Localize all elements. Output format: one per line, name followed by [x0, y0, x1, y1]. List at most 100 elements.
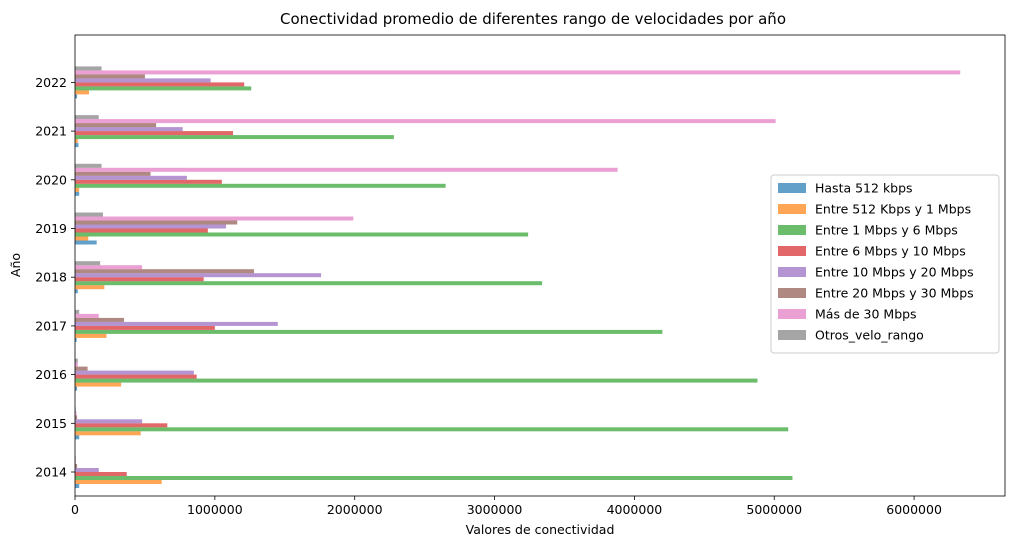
plot-frame [74, 34, 1006, 497]
bar-2021-series-0 [75, 143, 79, 148]
bar-2016-series-1 [75, 382, 122, 387]
bar-2020-series-2 [75, 183, 446, 188]
legend-swatch-5 [778, 288, 806, 298]
y-tick-label-2018: 2018 [35, 270, 67, 285]
bar-2016-series-4 [75, 370, 194, 375]
legend-label-7: Otros_velo_rango [815, 328, 924, 343]
x-tick-label: 5000000 [746, 502, 802, 517]
bar-2018-series-3 [75, 277, 204, 282]
bar-2022-series-4 [75, 78, 211, 83]
bar-2020-series-7 [75, 163, 102, 168]
bar-2021-series-2 [75, 135, 394, 140]
y-tick-label-2022: 2022 [35, 75, 67, 90]
bar-2017-series-1 [75, 333, 107, 338]
chart-title: Conectividad promedio de diferentes rang… [280, 10, 786, 28]
bar-2017-series-3 [75, 325, 215, 330]
legend-swatch-7 [778, 330, 806, 340]
bar-2018-series-4 [75, 273, 322, 278]
bar-2014-series-2 [75, 476, 793, 480]
bar-2022-series-6 [75, 70, 961, 75]
bar-2019-series-5 [75, 220, 238, 225]
bar-2019-series-3 [75, 228, 208, 233]
bar-2022-series-5 [75, 74, 145, 79]
bar-2019-series-0 [75, 240, 97, 245]
bar-2019-series-1 [75, 236, 89, 241]
bar-2021-series-1 [75, 139, 78, 144]
bar-2016-series-2 [75, 378, 758, 383]
bar-2015-series-5 [75, 415, 78, 420]
bar-2018-series-7 [75, 261, 101, 266]
legend-swatch-6 [778, 309, 806, 319]
legend-label-1: Entre 512 Kbps y 1 Mbps [815, 202, 971, 217]
legend-label-3: Entre 6 Mbps y 10 Mbps [815, 244, 966, 259]
bar-2019-series-7 [75, 212, 103, 217]
bar-2016-series-0 [75, 386, 78, 391]
bar-2022-series-1 [75, 90, 89, 95]
bar-2015-series-4 [75, 419, 143, 424]
bar-2021-series-4 [75, 127, 183, 132]
legend-label-5: Entre 20 Mbps y 30 Mbps [815, 286, 974, 301]
bar-2015-series-0 [75, 435, 80, 440]
x-tick-label: 2000000 [327, 502, 383, 517]
bar-2018-series-1 [75, 285, 105, 290]
bar-2020-series-4 [75, 175, 187, 180]
bar-2014-series-4 [75, 468, 99, 472]
bar-2021-series-3 [75, 131, 234, 136]
bar-2020-series-0 [75, 191, 80, 196]
bar-2021-series-6 [75, 119, 776, 124]
bar-2017-series-4 [75, 321, 278, 326]
bar-2015-series-6 [75, 411, 77, 416]
y-tick-label-2021: 2021 [35, 124, 67, 139]
bar-2018-series-6 [75, 265, 143, 270]
y-tick-label-2019: 2019 [35, 221, 67, 236]
bar-2016-series-3 [75, 374, 197, 379]
bar-2014-series-5 [75, 464, 78, 468]
bar-2016-series-5 [75, 366, 88, 371]
bar-2018-series-0 [75, 289, 78, 294]
bar-2022-series-0 [75, 94, 78, 99]
x-axis-label: Valores de conectividad [466, 522, 615, 537]
bars-group [75, 66, 961, 488]
bar-2017-series-6 [75, 313, 99, 318]
legend-label-0: Hasta 512 kbps [815, 181, 913, 196]
legend: Hasta 512 kbps Entre 512 Kbps y 1 Mbps Ent… [770, 174, 1000, 354]
legend-label-2: Entre 1 Mbps y 6 Mbps [815, 223, 958, 238]
y-tick-label-2014: 2014 [35, 465, 67, 480]
bar-2020-series-1 [75, 187, 80, 192]
bar-2017-series-5 [75, 317, 124, 322]
bar-2021-series-5 [75, 123, 157, 128]
legend-box [770, 174, 1000, 354]
bar-2019-series-6 [75, 216, 354, 221]
bar-2015-series-1 [75, 431, 141, 436]
bar-2020-series-6 [75, 167, 618, 172]
bar-2014-series-1 [75, 480, 162, 484]
bar-2015-series-2 [75, 427, 789, 432]
legend-swatch-0 [778, 183, 806, 193]
bar-2017-series-0 [75, 337, 77, 342]
y-tick-label-2016: 2016 [35, 367, 67, 382]
bar-2022-series-7 [75, 66, 102, 71]
bar-2022-series-2 [75, 86, 252, 91]
bar-2017-series-2 [75, 329, 663, 334]
y-tick-label-2020: 2020 [35, 172, 67, 187]
bar-2019-series-4 [75, 224, 227, 229]
bar-2016-series-6 [75, 362, 78, 367]
legend-swatch-1 [778, 204, 806, 214]
bar-2014-series-3 [75, 472, 127, 476]
y-axis-label: Año [8, 253, 23, 277]
bar-2014-series-0 [75, 484, 80, 488]
bar-2018-series-5 [75, 269, 255, 274]
bar-2018-series-2 [75, 281, 543, 286]
bar-2020-series-5 [75, 171, 151, 176]
bar-2015-series-3 [75, 423, 168, 428]
x-tick-label: 0 [71, 502, 79, 517]
bar-2016-series-7 [75, 358, 78, 363]
x-tick-label: 1000000 [187, 502, 243, 517]
bar-2021-series-7 [75, 115, 99, 120]
legend-swatch-3 [778, 246, 806, 256]
legend-label-4: Entre 10 Mbps y 20 Mbps [815, 265, 974, 280]
legend-label-6: Más de 30 Mbps [815, 307, 917, 322]
legend-swatch-2 [778, 225, 806, 235]
y-axis: 2014 2015 2016 2017 2018 2019 2020 2021 2022 [35, 75, 75, 480]
